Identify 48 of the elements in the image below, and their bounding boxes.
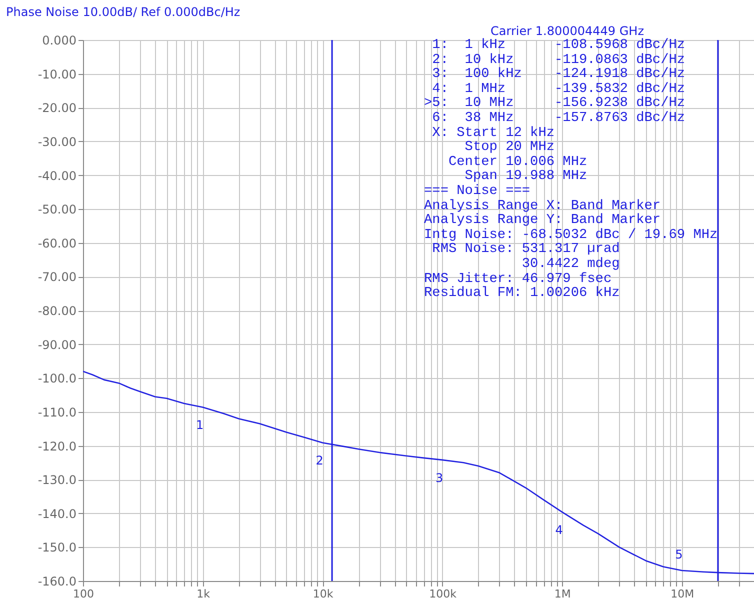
- annotation: Analysis Range X: Band Marker: [424, 198, 661, 214]
- y-tick-label: -10.00: [38, 67, 76, 82]
- y-tick-label: -90.00: [38, 338, 76, 352]
- y-tick-label: -140.0: [38, 506, 76, 521]
- y-tick-label: -110.0: [38, 405, 76, 420]
- annotation: 3: 100 kHz -124.1918 dBc/Hz: [432, 67, 686, 82]
- annotation: 4: 1 MHz -139.5832 dBc/Hz: [432, 82, 686, 97]
- annotation: 3: [436, 470, 444, 485]
- y-tick-label: -150.0: [38, 540, 76, 555]
- annotation: Center 10.006 MHz: [448, 154, 588, 170]
- annotation: X: Start 12 kHz: [432, 126, 555, 141]
- x-tick-label: 10M: [670, 588, 694, 600]
- annotation: Stop 20 MHz: [464, 140, 555, 156]
- y-tick-label: -30.00: [38, 134, 76, 149]
- annotation: Intg Noise: -68.5032 dBc / 19.69 MHz: [424, 228, 718, 243]
- y-tick-label: -160.0: [38, 574, 76, 588]
- annotation: 2: [316, 454, 324, 468]
- annotation: >5: 10 MHz -156.9238 dBc/Hz: [424, 96, 686, 112]
- annotation: Residual FM: 1.00206 kHz: [424, 286, 620, 302]
- x-tick-label: 1M: [554, 588, 571, 600]
- x-tick-label: 1k: [196, 588, 211, 600]
- annotation: 5: [675, 548, 683, 562]
- y-tick-label: -130.0: [38, 473, 76, 488]
- y-tick-label: -70.00: [38, 270, 76, 284]
- annotation: 1: [196, 418, 204, 432]
- x-tick-label: 100k: [429, 588, 458, 600]
- y-tick-label: -40.00: [38, 168, 76, 183]
- x-tick-label: 100: [73, 588, 94, 600]
- annotation: Span 19.988 MHz: [464, 169, 588, 184]
- x-tick-label: 10k: [312, 588, 334, 600]
- y-tick-label: 0.000: [42, 34, 76, 48]
- annotation: 4: [555, 522, 563, 537]
- y-tick-label: -60.00: [38, 236, 76, 250]
- text: Carrier 1.800004449 GHz: [490, 24, 644, 38]
- y-tick-label: -100.0: [38, 372, 76, 386]
- annotation: 6: 38 MHz -157.8763 dBc/Hz: [432, 110, 686, 126]
- annotation: 1: 1 kHz -108.5968 dBc/Hz: [432, 38, 686, 53]
- chart-title: Phase Noise 10.00dB/ Ref 0.000dBc/Hz: [6, 5, 240, 19]
- y-tick-label: -20.00: [38, 101, 76, 116]
- annotation: RMS Noise: 531.317 µrad: [432, 242, 620, 258]
- annotation: RMS Jitter: 46.979 fsec: [424, 272, 612, 286]
- y-tick-label: -120.0: [38, 439, 76, 454]
- y-tick-label: -80.00: [38, 304, 76, 318]
- annotation: Analysis Range Y: Band Marker: [424, 213, 661, 228]
- annotation: === Noise ===: [424, 184, 530, 199]
- annotation: 30.4422 mdeg: [522, 256, 620, 272]
- annotation: 2: 10 kHz -119.0863 dBc/Hz: [432, 52, 686, 68]
- y-tick-label: -50.00: [38, 202, 76, 217]
